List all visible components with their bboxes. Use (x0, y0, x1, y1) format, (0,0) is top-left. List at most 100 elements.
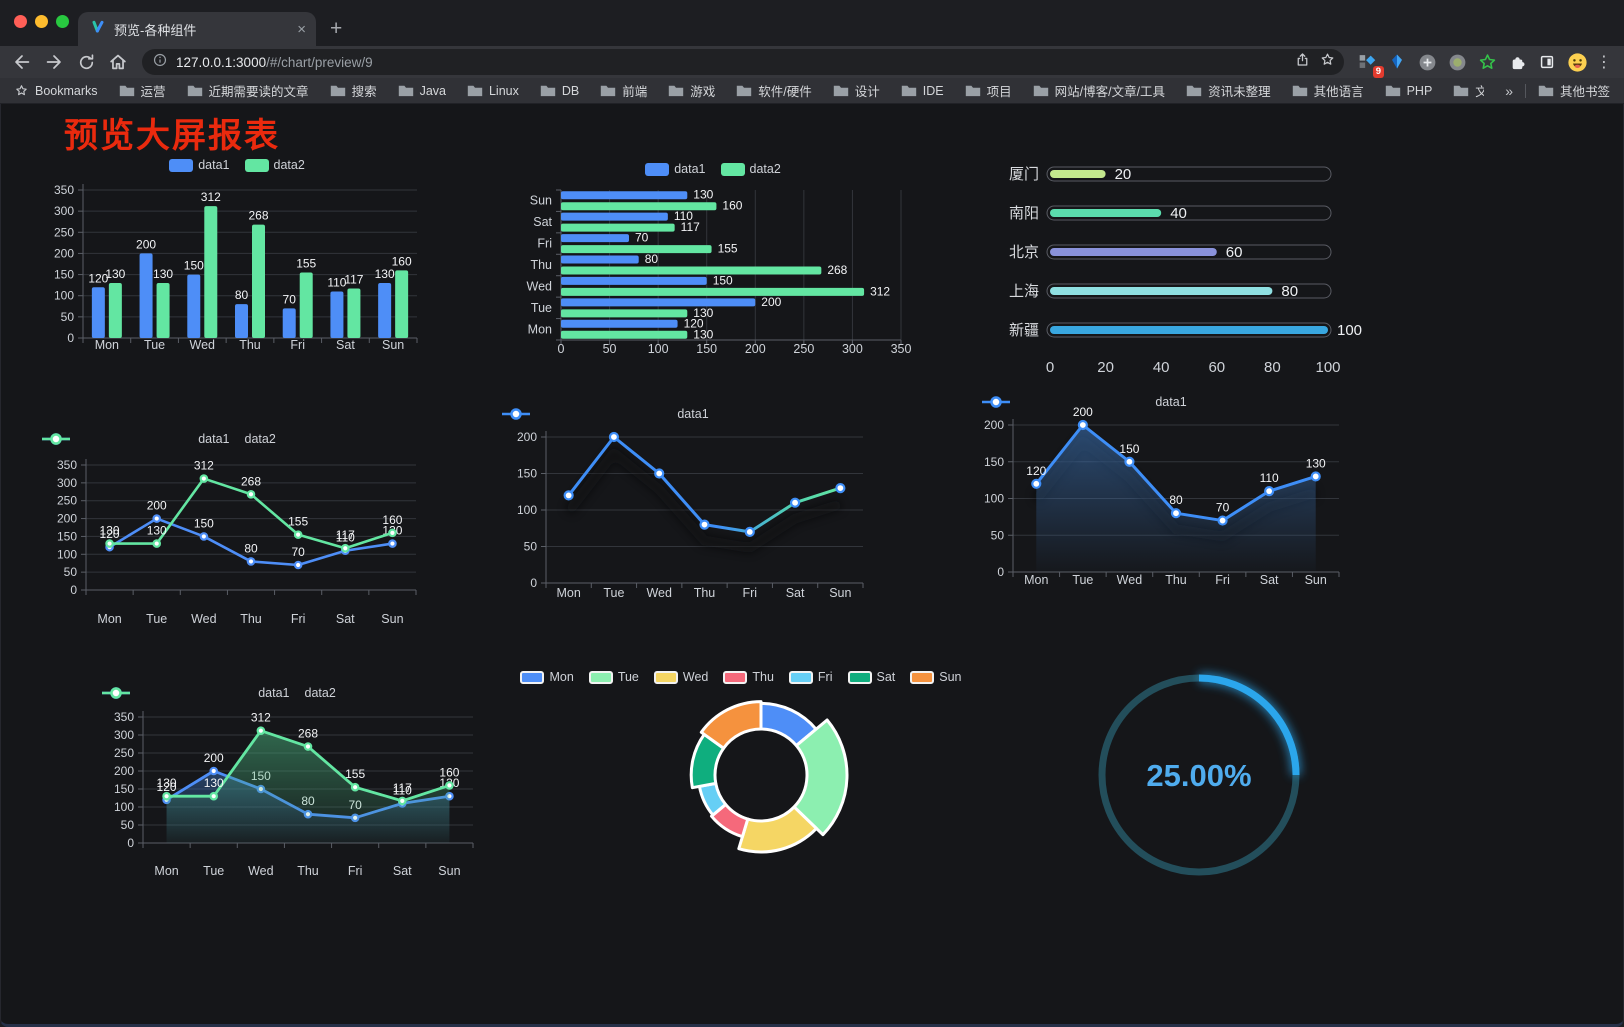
legend-item-Tue[interactable]: Tue (588, 670, 639, 684)
legend-item-Mon[interactable]: Mon (520, 670, 574, 684)
bookmark-item[interactable]: IDE (901, 81, 944, 100)
bookmark-star-icon[interactable] (1319, 51, 1336, 73)
svg-text:130: 130 (1306, 456, 1326, 470)
chart-line-gradient[interactable]: data1 0 50 100 150 200 Mon Tue Wed Thu Fri Sat Sun (501, 400, 885, 612)
bar-data2-Sun (395, 270, 409, 338)
bookmark-item[interactable]: Linux (467, 81, 519, 100)
chart-progress-bars[interactable]: 厦门 20 南阳 40 北京 60 上海 80 新疆 100 0 20 40 60 80 100 (1001, 160, 1371, 390)
extension-star-icon[interactable] (1474, 49, 1500, 75)
svg-text:70: 70 (291, 545, 305, 559)
back-button[interactable] (8, 49, 36, 75)
svg-text:Sat: Sat (533, 215, 552, 229)
legend-item-Wed[interactable]: Wed (653, 670, 708, 684)
chart-legend: data1 (981, 395, 1361, 409)
tab-title: 预览-各种组件 (114, 22, 197, 38)
legend-item-data2[interactable]: data2 (244, 158, 305, 172)
site-info-icon[interactable] (152, 52, 168, 73)
bookmark-item[interactable]: 前端 (600, 81, 647, 100)
svg-text:Sun: Sun (381, 612, 403, 626)
bookmark-item[interactable]: Java (398, 81, 446, 100)
bookmark-item[interactable]: 设计 (833, 81, 880, 100)
reload-button[interactable] (72, 49, 100, 75)
legend-item-data1[interactable]: data1 (102, 686, 290, 700)
legend-item-data1[interactable]: data1 (982, 395, 1187, 409)
chart-gauge-progress[interactable]: 25.00% (1084, 660, 1314, 890)
area-single-canvas[interactable]: 0 50 100 150 200 Mon Tue Wed Thu Fri Sat Sun 120 200 1… (981, 390, 1361, 600)
browser-tab[interactable]: 预览-各种组件 × (78, 12, 316, 46)
chart-line-two[interactable]: data1 data2 0 50 100 150 200 250 300 350 Mon Tue Wed… (41, 424, 433, 640)
bar-grouped-canvas[interactable]: 0 50 100 150 200 250 300 350 Mon Tue Wed Thu Fri Sat S… (41, 148, 433, 364)
bookmarks-overflow-chevron[interactable]: » (1505, 82, 1513, 99)
svg-text:Tue: Tue (144, 338, 165, 352)
bar-data2-Tue (561, 309, 688, 318)
legend-item-data2[interactable]: data2 (42, 432, 276, 446)
profile-avatar-emoji[interactable] (1564, 49, 1590, 75)
legend-item-Fri[interactable]: Fri (788, 670, 833, 684)
bookmark-item[interactable]: 软件/硬件 (736, 81, 812, 100)
svg-text:110: 110 (327, 275, 346, 289)
extension-metrics-icon[interactable]: 9 (1354, 49, 1384, 78)
gauge-progress-canvas[interactable]: 25.00% (1084, 660, 1314, 890)
legend-item-Sun[interactable]: Sun (910, 670, 962, 684)
svg-text:150: 150 (984, 455, 1004, 469)
marker (340, 543, 350, 553)
legend-item-data1[interactable]: data1 (645, 162, 706, 176)
marker (388, 528, 397, 538)
new-tab-button[interactable]: + (330, 17, 343, 40)
bar-data1-Wed (561, 276, 707, 285)
bar-data1-Sun (561, 191, 688, 200)
legend-item-data1[interactable]: data1 (502, 407, 709, 421)
legend-item-Sat[interactable]: Sat (847, 670, 895, 684)
bookmark-item[interactable]: 近期需要读的文章 (187, 81, 309, 100)
bookmark-item[interactable]: 资讯未整理 (1186, 81, 1271, 100)
area-two-canvas[interactable]: 0 50 100 150 200 250 300 350 Mon Tue Wed Thu Fri Sat S… (101, 674, 493, 892)
chart-area-single[interactable]: data1 0 50 100 150 200 Mon Tue Wed Thu Fri Sat Sun 12… (981, 390, 1361, 600)
bookmark-item[interactable]: 游戏 (668, 81, 715, 100)
zoom-window-button[interactable] (56, 15, 69, 28)
legend-item-Thu[interactable]: Thu (723, 670, 774, 684)
line-two-canvas[interactable]: 0 50 100 150 200 250 300 350 Mon Tue Wed Thu Fri Sat S… (41, 424, 433, 640)
extension-circle-cross-icon[interactable] (1414, 49, 1440, 75)
legend-item-data2[interactable]: data2 (720, 162, 781, 176)
svg-text:250: 250 (57, 494, 77, 508)
tab-close-button[interactable]: × (297, 20, 306, 38)
legend-item-data1[interactable]: data1 (169, 158, 230, 172)
browser-menu-button[interactable]: ⋮ (1596, 54, 1612, 71)
svg-text:160: 160 (382, 513, 402, 527)
forward-button[interactable] (40, 49, 68, 75)
svg-text:50: 50 (61, 310, 75, 324)
bookmark-item[interactable]: 其他语言 (1292, 81, 1364, 100)
svg-text:80: 80 (235, 288, 249, 302)
address-bar[interactable]: 127.0.0.1:3000/#/chart/preview/9 (142, 49, 1344, 75)
home-button[interactable] (104, 49, 132, 75)
line-gradient-canvas[interactable]: 0 50 100 150 200 Mon Tue Wed Thu Fri Sat Sun (501, 400, 885, 612)
bookmark-item[interactable]: 运营 (119, 81, 166, 100)
chart-area-two[interactable]: data1 data2 0 50 100 150 200 250 300 350 Mon Tue Wed… (101, 674, 493, 892)
chart-hbar-grouped[interactable]: data1 data2 0 50 100 150 200 250 300 350 Mon 120 130… (506, 154, 920, 370)
rose-pie-canvas[interactable] (549, 644, 933, 930)
progress-bars-canvas[interactable]: 厦门 20 南阳 40 北京 60 上海 80 新疆 100 0 20 40 60 80 100 (1001, 160, 1371, 390)
extension-circle-dot-icon[interactable] (1444, 49, 1470, 75)
bookmarks-root[interactable]: Bookmarks (14, 83, 98, 98)
svg-text:Tue: Tue (603, 586, 624, 600)
svg-text:20: 20 (1097, 359, 1114, 376)
bookmark-item[interactable]: PHP (1385, 81, 1432, 100)
bookmark-item[interactable]: DB (540, 81, 579, 100)
extension-kite-icon[interactable] (1384, 49, 1410, 75)
bookmark-item[interactable]: 文件服务器 (1453, 81, 1484, 100)
chart-rose-pie[interactable]: Mon Tue Wed Thu Fri Sat Sun (520, 644, 962, 930)
bookmark-item[interactable]: 网站/博客/文章/工具 (1033, 81, 1165, 100)
close-window-button[interactable] (14, 15, 27, 28)
extension-puzzle-icon[interactable] (1504, 49, 1530, 75)
chart-bar-grouped[interactable]: data1 data2 0 50 100 150 200 250 300 350 Mon Tue Wed… (41, 148, 433, 364)
legend-item-data2[interactable]: data2 (102, 686, 336, 700)
legend-item-data1[interactable]: data1 (42, 432, 230, 446)
extension-reader-icon[interactable] (1534, 49, 1560, 75)
marker (1310, 471, 1321, 482)
minimize-window-button[interactable] (35, 15, 48, 28)
bookmark-item[interactable]: 搜索 (330, 81, 377, 100)
bookmark-item[interactable]: 项目 (965, 81, 1012, 100)
share-icon[interactable] (1294, 51, 1311, 73)
other-bookmarks-folder[interactable]: 其他书签 (1538, 81, 1610, 100)
